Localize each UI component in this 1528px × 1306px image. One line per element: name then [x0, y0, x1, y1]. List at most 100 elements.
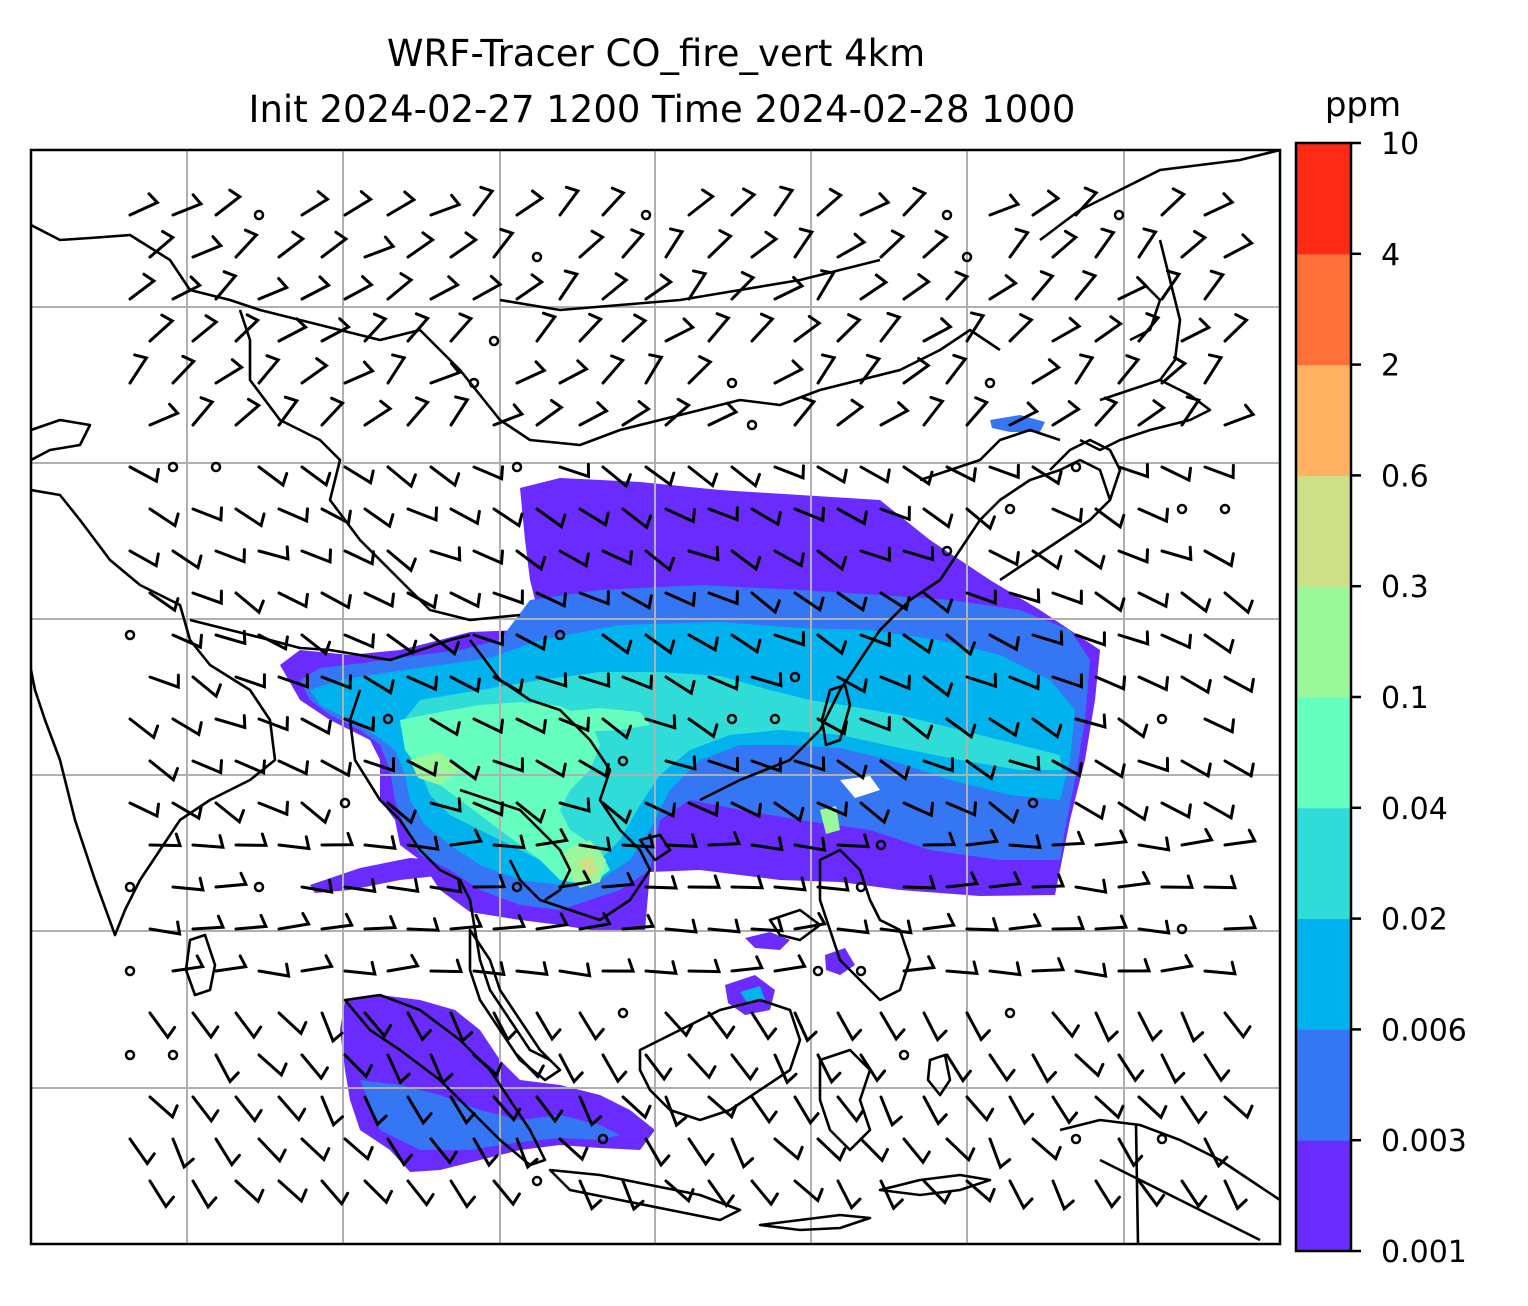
wind-barb — [1160, 465, 1192, 483]
wind-barb — [621, 833, 655, 849]
wind-barb — [234, 1095, 263, 1124]
wind-barb — [836, 591, 868, 613]
wind-barb — [171, 275, 203, 301]
wind-barb — [1180, 229, 1208, 259]
wind-barb — [535, 1095, 564, 1124]
wind-barb — [492, 227, 515, 259]
wind-barb — [687, 546, 720, 562]
wind-barb — [1203, 463, 1235, 480]
wind-barb — [1180, 1011, 1205, 1044]
wind-barb — [859, 631, 891, 648]
colorbar: ppm 0.001 0.003 0.006 0.02 0.04 0.1 0.3 0.6 2 4 10 — [1294, 85, 1467, 1270]
wind-barb — [1117, 870, 1152, 889]
wind-barb — [730, 801, 762, 819]
wind-barb — [535, 399, 564, 427]
wind-barb — [1117, 1053, 1145, 1083]
title-line-1: WRF-Tracer CO_fire_vert 4km — [387, 32, 925, 75]
wind-barb — [320, 396, 346, 427]
wind-barb — [386, 465, 417, 489]
wind-barb — [472, 185, 495, 217]
wind-barb — [965, 396, 990, 427]
coast-sulawesi — [818, 1048, 872, 1152]
wind-barb — [191, 834, 225, 849]
wind-barb — [320, 1179, 350, 1207]
wind-barb — [601, 549, 633, 566]
wind-barb — [945, 353, 968, 385]
wind-barb — [343, 1137, 374, 1162]
wind-barb — [750, 757, 782, 774]
wind-barb — [1203, 874, 1238, 890]
calm-wind-marker — [339, 797, 351, 809]
wind-barb — [879, 505, 911, 522]
wind-barb — [601, 465, 632, 489]
wind-barb — [343, 878, 377, 894]
wind-barb — [214, 871, 249, 889]
map-frame — [29, 148, 1282, 1246]
wind-barb — [621, 313, 648, 343]
wind-barb — [257, 633, 289, 652]
wind-barb — [1203, 633, 1235, 655]
wind-barb — [1117, 630, 1150, 646]
wind-barb — [879, 674, 911, 691]
wind-barb — [1203, 960, 1237, 976]
calm-wind-marker — [941, 545, 953, 557]
wind-barb — [234, 1179, 265, 1204]
wind-barb — [429, 275, 461, 301]
wind-barb — [363, 835, 397, 851]
wind-barb — [1203, 717, 1235, 734]
wind-barb — [793, 506, 825, 523]
wind-barb — [1137, 675, 1169, 692]
wind-barb — [1074, 962, 1108, 978]
wind-barb — [687, 188, 716, 217]
wind-barb — [191, 675, 222, 699]
wind-barb — [879, 591, 911, 612]
calm-wind-marker — [124, 1049, 136, 1061]
wind-barb — [1180, 759, 1212, 779]
wind-barb — [902, 875, 937, 890]
wind-barb — [730, 1053, 759, 1082]
wind-barb — [234, 759, 266, 776]
wind-barb — [1223, 1179, 1248, 1211]
wind-barb — [1051, 507, 1083, 524]
coast-malay — [468, 928, 562, 1082]
colorbar-ticks: 0.001 0.003 0.006 0.02 0.04 0.1 0.3 0.6 2 4 10 — [1351, 127, 1467, 1270]
wind-barb — [515, 273, 545, 301]
wind-barb — [922, 757, 954, 773]
wind-barb — [320, 317, 352, 343]
wind-barb — [922, 1179, 952, 1206]
wind-barb — [730, 271, 756, 301]
wind-barb — [363, 1011, 392, 1039]
wind-barb — [687, 633, 719, 653]
calm-wind-marker — [898, 1049, 910, 1061]
wind-barb — [128, 1137, 156, 1167]
wind-barb — [707, 675, 739, 692]
wind-barb — [988, 549, 1020, 567]
wind-barb — [859, 273, 889, 301]
wind-barb — [945, 633, 976, 657]
wind-barb — [472, 717, 504, 735]
wind-barb — [1094, 914, 1129, 931]
wind-barb — [343, 190, 374, 217]
wind-barb — [343, 465, 375, 486]
wind-barb — [128, 272, 157, 301]
wind-barb — [1051, 830, 1086, 847]
calm-wind-marker — [167, 1049, 179, 1061]
wind-barb — [621, 507, 653, 530]
wind-barb — [644, 801, 676, 819]
colorbar-band — [1296, 1140, 1351, 1252]
wind-barb — [148, 1179, 175, 1209]
wind-barb — [429, 193, 462, 217]
colorbar-tick-label: 4 — [1381, 238, 1400, 273]
wind-barb — [1160, 874, 1195, 889]
wind-barb — [945, 801, 977, 817]
wind-barb — [988, 871, 1023, 889]
wind-barb — [1008, 401, 1040, 427]
wind-barb — [902, 546, 935, 562]
calm-wind-marker — [812, 965, 824, 977]
wind-barb — [793, 1011, 818, 1043]
wind-barb — [386, 953, 420, 973]
coast-new-guinea-south — [1099, 1158, 1261, 1242]
wind-barb — [171, 801, 203, 821]
wind-barb — [750, 1011, 778, 1041]
wind-barb — [558, 1137, 589, 1162]
